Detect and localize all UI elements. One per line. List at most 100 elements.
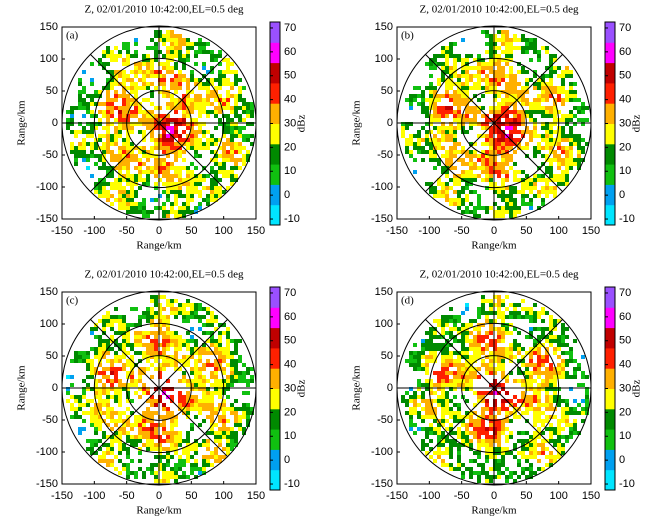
echo-cell <box>585 411 589 415</box>
echo-cell <box>194 98 198 102</box>
echo-cell <box>461 383 465 387</box>
echo-cell <box>533 42 537 46</box>
echo-cell <box>449 198 453 202</box>
echo-cell <box>433 90 437 94</box>
echo-cell <box>485 299 489 303</box>
echo-cell <box>190 70 194 74</box>
echo-cell <box>509 355 513 359</box>
echo-cell <box>561 371 565 375</box>
echo-cell <box>509 190 513 194</box>
echo-cell <box>110 407 114 411</box>
echo-cell <box>425 122 429 126</box>
echo-cell <box>130 174 134 178</box>
echo-cell <box>549 122 553 126</box>
echo-cell <box>441 407 445 411</box>
echo-cell <box>461 126 465 130</box>
echo-cell <box>437 126 441 130</box>
y-tick-label: 0 <box>387 117 393 129</box>
echo-cell <box>457 94 461 98</box>
echo-cell <box>214 158 218 162</box>
echo-cell <box>505 202 509 206</box>
echo-cell <box>182 439 186 443</box>
echo-cell <box>529 335 533 339</box>
echo-cell <box>230 174 234 178</box>
echo-cell <box>94 407 98 411</box>
echo-cell <box>86 359 90 363</box>
echo-cell <box>162 142 166 146</box>
echo-cell <box>246 122 250 126</box>
echo-cell <box>122 146 126 150</box>
echo-cell <box>561 427 565 431</box>
echo-cell <box>174 82 178 86</box>
echo-cell <box>130 122 134 126</box>
echo-cell <box>477 206 481 210</box>
echo-cell <box>557 447 561 451</box>
echo-cell <box>513 339 517 343</box>
echo-cell <box>234 174 238 178</box>
echo-cell <box>477 98 481 102</box>
echo-cell <box>134 475 138 479</box>
echo-cell <box>489 475 493 479</box>
echo-cell <box>162 146 166 150</box>
echo-cell <box>461 471 465 475</box>
echo-cell <box>461 323 465 327</box>
echo-cell <box>158 146 162 150</box>
echo-cell <box>565 70 569 74</box>
echo-cell <box>118 343 122 347</box>
echo-cell <box>154 411 158 415</box>
echo-cell <box>445 170 449 174</box>
echo-cell <box>230 150 234 154</box>
echo-cell <box>513 303 517 307</box>
echo-cell <box>162 335 166 339</box>
echo-cell <box>118 367 122 371</box>
echo-cell <box>118 202 122 206</box>
echo-cell <box>453 202 457 206</box>
echo-cell <box>489 363 493 367</box>
echo-cell <box>106 319 110 323</box>
echo-cell <box>529 186 533 190</box>
echo-cell <box>497 102 501 106</box>
echo-cell <box>194 138 198 142</box>
echo-cell <box>505 447 509 451</box>
echo-cell <box>178 38 182 42</box>
echo-cell <box>457 435 461 439</box>
echo-cell <box>529 106 533 110</box>
echo-cell <box>198 98 202 102</box>
echo-cell <box>565 98 569 102</box>
echo-cell <box>557 375 561 379</box>
echo-cell <box>166 451 170 455</box>
echo-cell <box>501 206 505 210</box>
echo-cell <box>122 98 126 102</box>
echo-cell <box>206 98 210 102</box>
echo-cell <box>170 331 174 335</box>
echo-cell <box>429 118 433 122</box>
echo-cell <box>509 54 513 58</box>
echo-cell <box>525 443 529 447</box>
echo-cell <box>186 311 190 315</box>
echo-cell <box>106 174 110 178</box>
echo-cell <box>521 94 525 98</box>
echo-cell <box>501 419 505 423</box>
echo-cell <box>465 331 469 335</box>
echo-cell <box>473 459 477 463</box>
echo-cell <box>521 34 525 38</box>
radar-echo <box>401 295 589 483</box>
echo-cell <box>501 375 505 379</box>
echo-cell <box>190 190 194 194</box>
echo-cell <box>461 174 465 178</box>
colorbar-swatch <box>270 347 280 369</box>
echo-cell <box>194 443 198 447</box>
echo-cell <box>445 150 449 154</box>
y-tick-label: -100 <box>371 181 393 193</box>
echo-cell <box>557 335 561 339</box>
echo-cell <box>154 46 158 50</box>
echo-cell <box>198 50 202 54</box>
echo-cell <box>581 411 585 415</box>
echo-cell <box>425 86 429 90</box>
echo-cell <box>465 435 469 439</box>
echo-cell <box>409 355 413 359</box>
echo-cell <box>581 106 585 110</box>
echo-cell <box>154 146 158 150</box>
echo-cell <box>437 62 441 66</box>
echo-cell <box>541 78 545 82</box>
